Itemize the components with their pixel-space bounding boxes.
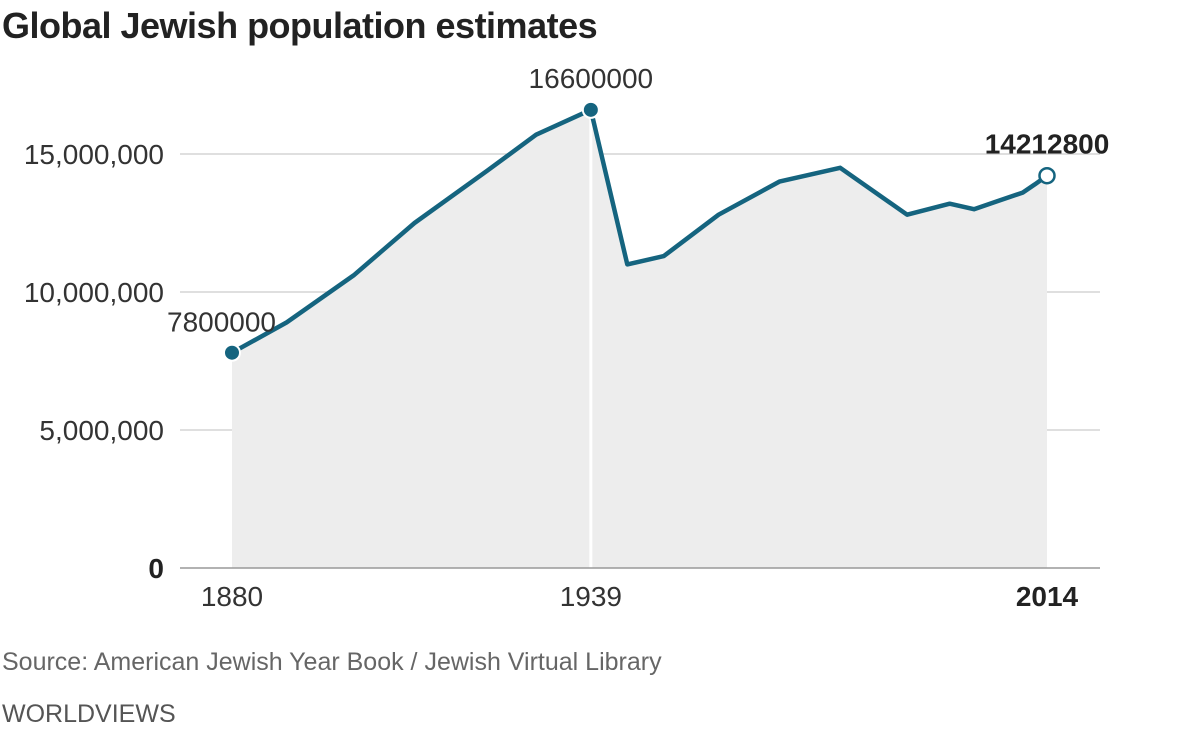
series-line — [229, 107, 1050, 355]
highlight-point — [581, 100, 600, 119]
chart-area: 0 5,000,000 10,000,000 15,000,000 1880 1939 2… — [24, 63, 1110, 612]
y-tick-label: 10,000,000 — [24, 277, 164, 308]
point-value-label: 14212800 — [985, 129, 1110, 160]
credit-label: WORLDVIEWS — [2, 700, 176, 728]
x-tick-label: 2014 — [1016, 581, 1079, 612]
chart-title: Global Jewish population estimates — [2, 5, 598, 46]
highlight-point — [1038, 166, 1056, 185]
y-tick-label: 0 — [148, 553, 164, 584]
source-note: Source: American Jewish Year Book / Jewi… — [2, 648, 662, 676]
x-tick-label: 1880 — [201, 581, 263, 612]
point-value-label: 16600000 — [529, 63, 654, 94]
highlight-point — [223, 343, 241, 362]
area-fill — [232, 109, 1047, 569]
y-tick-label: 5,000,000 — [39, 415, 164, 446]
y-axis-ticks: 0 5,000,000 10,000,000 15,000,000 — [24, 139, 164, 584]
y-tick-label: 15,000,000 — [24, 139, 164, 170]
x-tick-label: 1939 — [560, 581, 622, 612]
highlighted-points: 7800000 16600000 14212800 — [167, 63, 1110, 362]
point-value-label: 7800000 — [167, 307, 276, 338]
x-axis-ticks: 1880 1939 2014 — [201, 581, 1079, 612]
